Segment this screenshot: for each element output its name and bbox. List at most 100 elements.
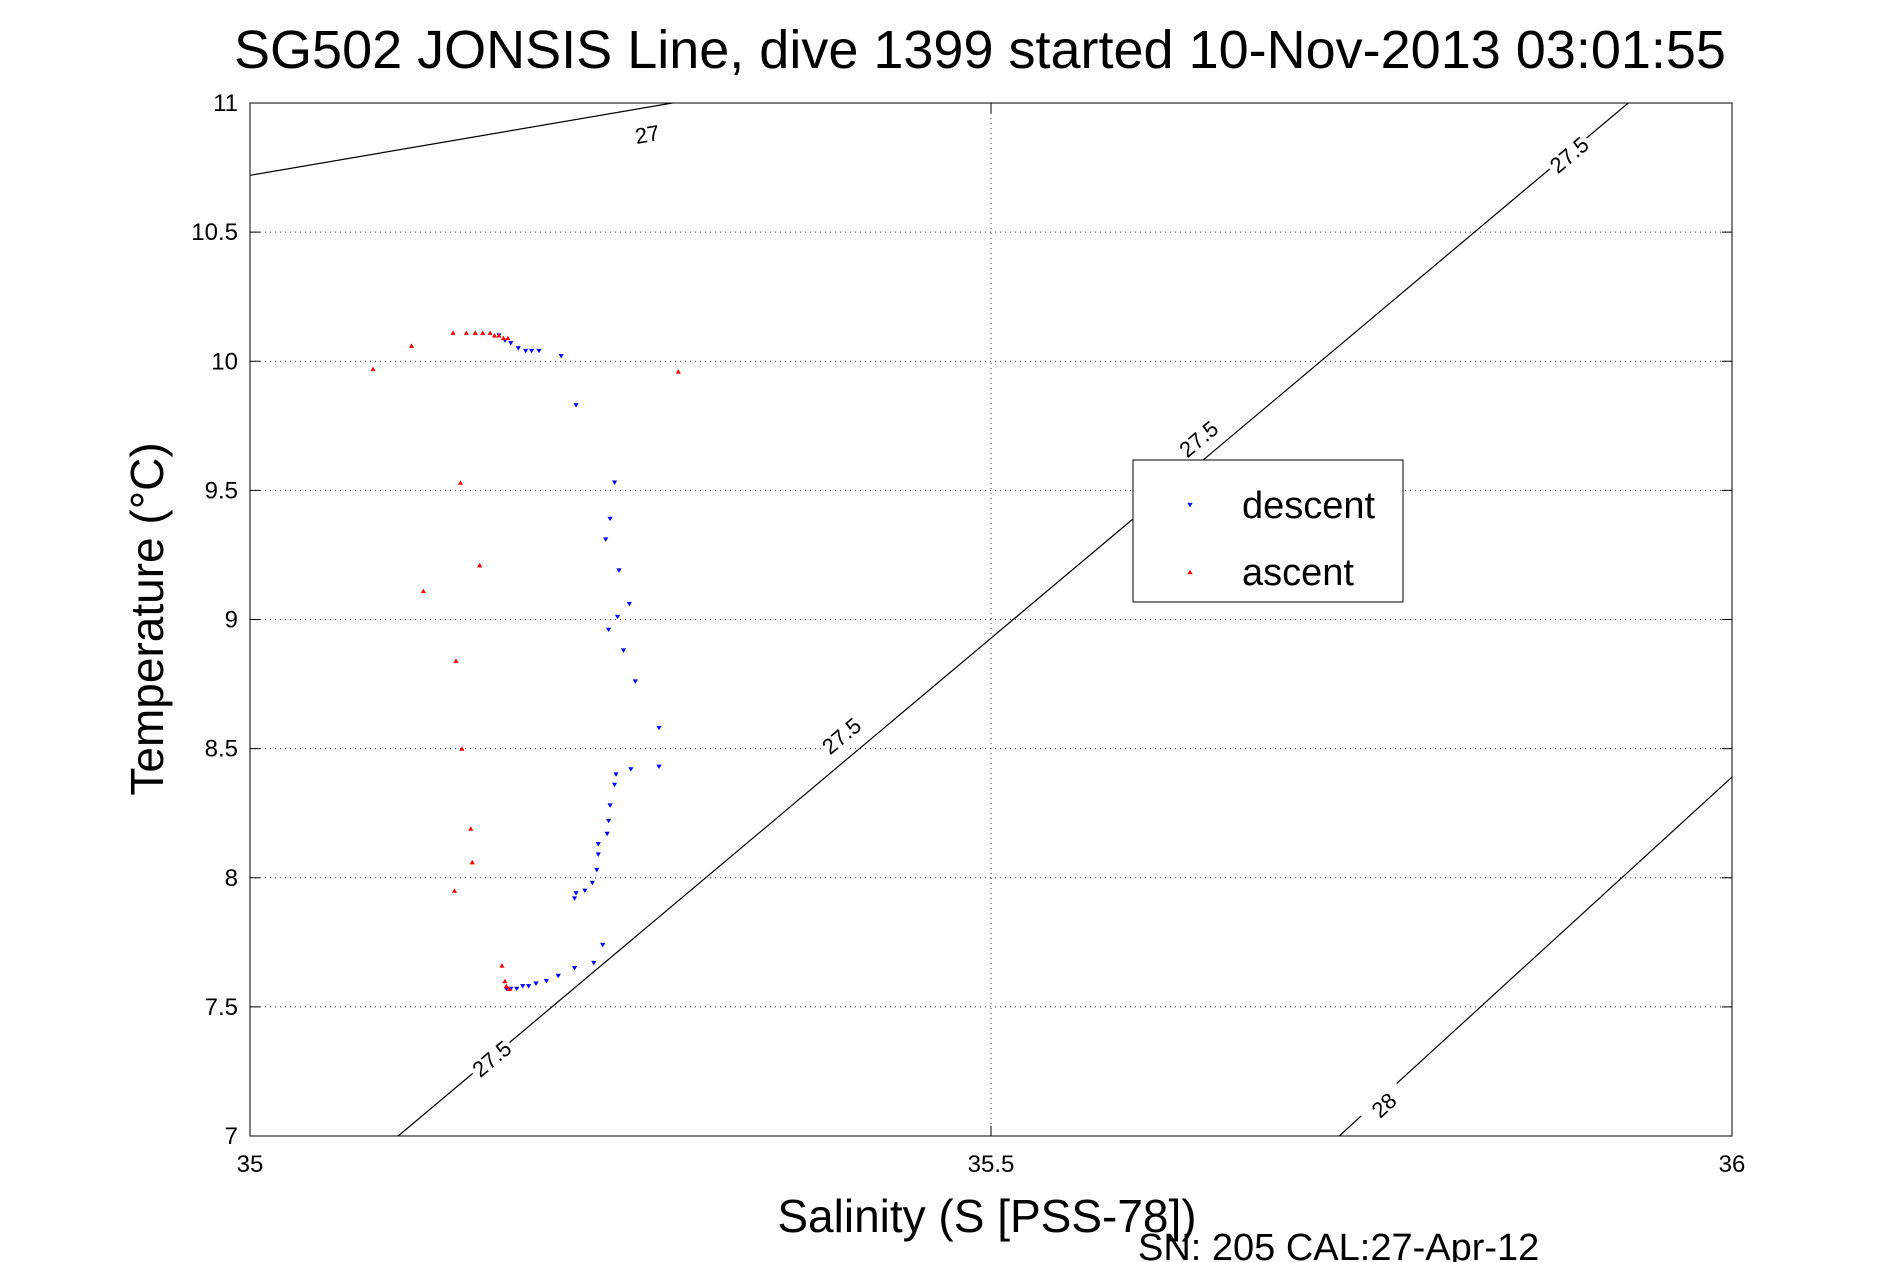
data-point-descent — [628, 767, 634, 772]
data-point-descent — [656, 725, 662, 731]
contour-path — [1338, 776, 1732, 1136]
data-point-ascent — [451, 888, 458, 893]
legend-box — [1132, 459, 1404, 603]
y-tick-label: 11 — [213, 90, 238, 117]
data-point-descent — [589, 880, 595, 886]
data-point-ascent — [457, 480, 464, 485]
legend: descent ascent — [1132, 459, 1404, 603]
data-point-ascent — [675, 369, 681, 374]
data-point-descent — [591, 960, 597, 966]
data-point-descent — [558, 354, 564, 359]
contour-path — [250, 103, 673, 176]
data-point-descent — [626, 601, 632, 607]
data-point-descent — [616, 568, 622, 573]
y-tick-label: 10 — [211, 348, 238, 375]
data-point-descent — [594, 867, 600, 873]
y-tick-label: 7.5 — [205, 994, 238, 1021]
y-tick-label: 8.5 — [205, 736, 238, 763]
data-point-ascent — [459, 746, 465, 751]
x-axis-label: Salinity (S [PSS-78]) — [777, 1190, 1196, 1242]
data-point-descent — [613, 772, 619, 777]
data-point-descent — [595, 852, 601, 857]
data-point-descent — [543, 978, 549, 984]
series-ascent — [370, 330, 681, 991]
data-point-ascent — [503, 983, 509, 989]
data-point-ascent — [496, 333, 502, 338]
data-point-descent — [536, 348, 542, 354]
data-point-descent — [604, 831, 610, 837]
data-point-descent — [632, 679, 638, 684]
contour-label-bg — [464, 1032, 519, 1085]
data-point-descent — [607, 516, 613, 522]
data-point-ascent — [408, 343, 415, 348]
chart-title: SG502 JONSIS Line, dive 1399 started 10-… — [234, 20, 1726, 80]
data-point-ascent — [487, 330, 493, 335]
legend-marker-ascent — [1187, 569, 1193, 575]
data-point-ascent — [506, 986, 512, 991]
data-point-descent — [526, 984, 532, 989]
data-point-descent — [520, 984, 526, 989]
data-point-descent — [656, 764, 662, 770]
x-tick-label: 36 — [1719, 1151, 1746, 1178]
data-point-ascent — [499, 963, 505, 968]
legend-label-descent: descent — [1242, 485, 1376, 527]
data-point-descent — [573, 891, 579, 896]
data-point-descent — [611, 782, 618, 788]
footer-text: SN: 205 CAL:27-Apr-12 — [1138, 1227, 1539, 1262]
data-point-ascent — [477, 562, 483, 568]
data-point-descent — [571, 896, 578, 901]
data-point-ascent — [420, 588, 426, 594]
data-point-descent — [582, 888, 588, 894]
data-point-ascent — [463, 330, 469, 335]
contour-label-bg — [1541, 128, 1597, 181]
data-point-descent — [606, 818, 612, 824]
data-point-ascent — [453, 658, 459, 663]
data-point-ascent — [505, 335, 511, 341]
data-point-descent — [606, 627, 612, 633]
series-descent — [496, 333, 662, 992]
contour-label-bg — [813, 709, 869, 762]
y-tick-label: 9 — [225, 607, 238, 634]
data-point-ascent — [468, 826, 474, 831]
grid — [249, 102, 1733, 1137]
data-point-ascent — [500, 335, 507, 341]
data-point-descent — [614, 614, 621, 620]
data-point-descent — [528, 348, 535, 354]
contour-line: 27 — [250, 103, 674, 176]
legend-label-ascent: ascent — [1242, 552, 1354, 594]
data-point-descent — [595, 842, 601, 847]
y-tick-label: 10.5 — [191, 219, 238, 246]
data-point-descent — [514, 986, 520, 992]
data-point-descent — [523, 348, 529, 354]
y-tick-label: 7 — [225, 1123, 238, 1150]
y-tick-label: 8 — [225, 865, 238, 892]
data-point-ascent — [450, 330, 456, 335]
data-point-descent — [571, 966, 578, 971]
data-point-descent — [515, 346, 521, 351]
data-point-descent — [611, 480, 618, 485]
contour-path — [397, 103, 1629, 1136]
data-point-ascent — [472, 330, 478, 335]
data-point-descent — [620, 648, 627, 653]
y-tick-label: 9.5 — [205, 477, 238, 504]
data-point-descent — [607, 803, 613, 808]
legend-marker-descent — [1187, 502, 1193, 508]
data-points — [370, 330, 681, 992]
y-axis-label: Temperature (°C) — [121, 442, 173, 795]
data-point-descent — [600, 942, 606, 948]
contour-label-bg — [1356, 1078, 1411, 1132]
plot-area — [249, 102, 1733, 1137]
data-point-ascent — [370, 366, 376, 372]
data-point-descent — [555, 973, 561, 979]
tick-labels: 35 35.5 36 7 7.5 8 8.5 9 9.5 10 10.5 11 — [191, 90, 1745, 1178]
data-point-ascent — [491, 333, 498, 338]
data-point-ascent — [502, 978, 508, 984]
x-tick-label: 35.5 — [968, 1151, 1015, 1178]
contour-label-bg — [621, 116, 674, 152]
contour-label: 27 — [633, 120, 661, 149]
data-point-descent — [533, 981, 539, 986]
data-point-ascent — [480, 330, 486, 335]
data-point-descent — [603, 537, 609, 542]
data-point-descent — [573, 403, 579, 408]
